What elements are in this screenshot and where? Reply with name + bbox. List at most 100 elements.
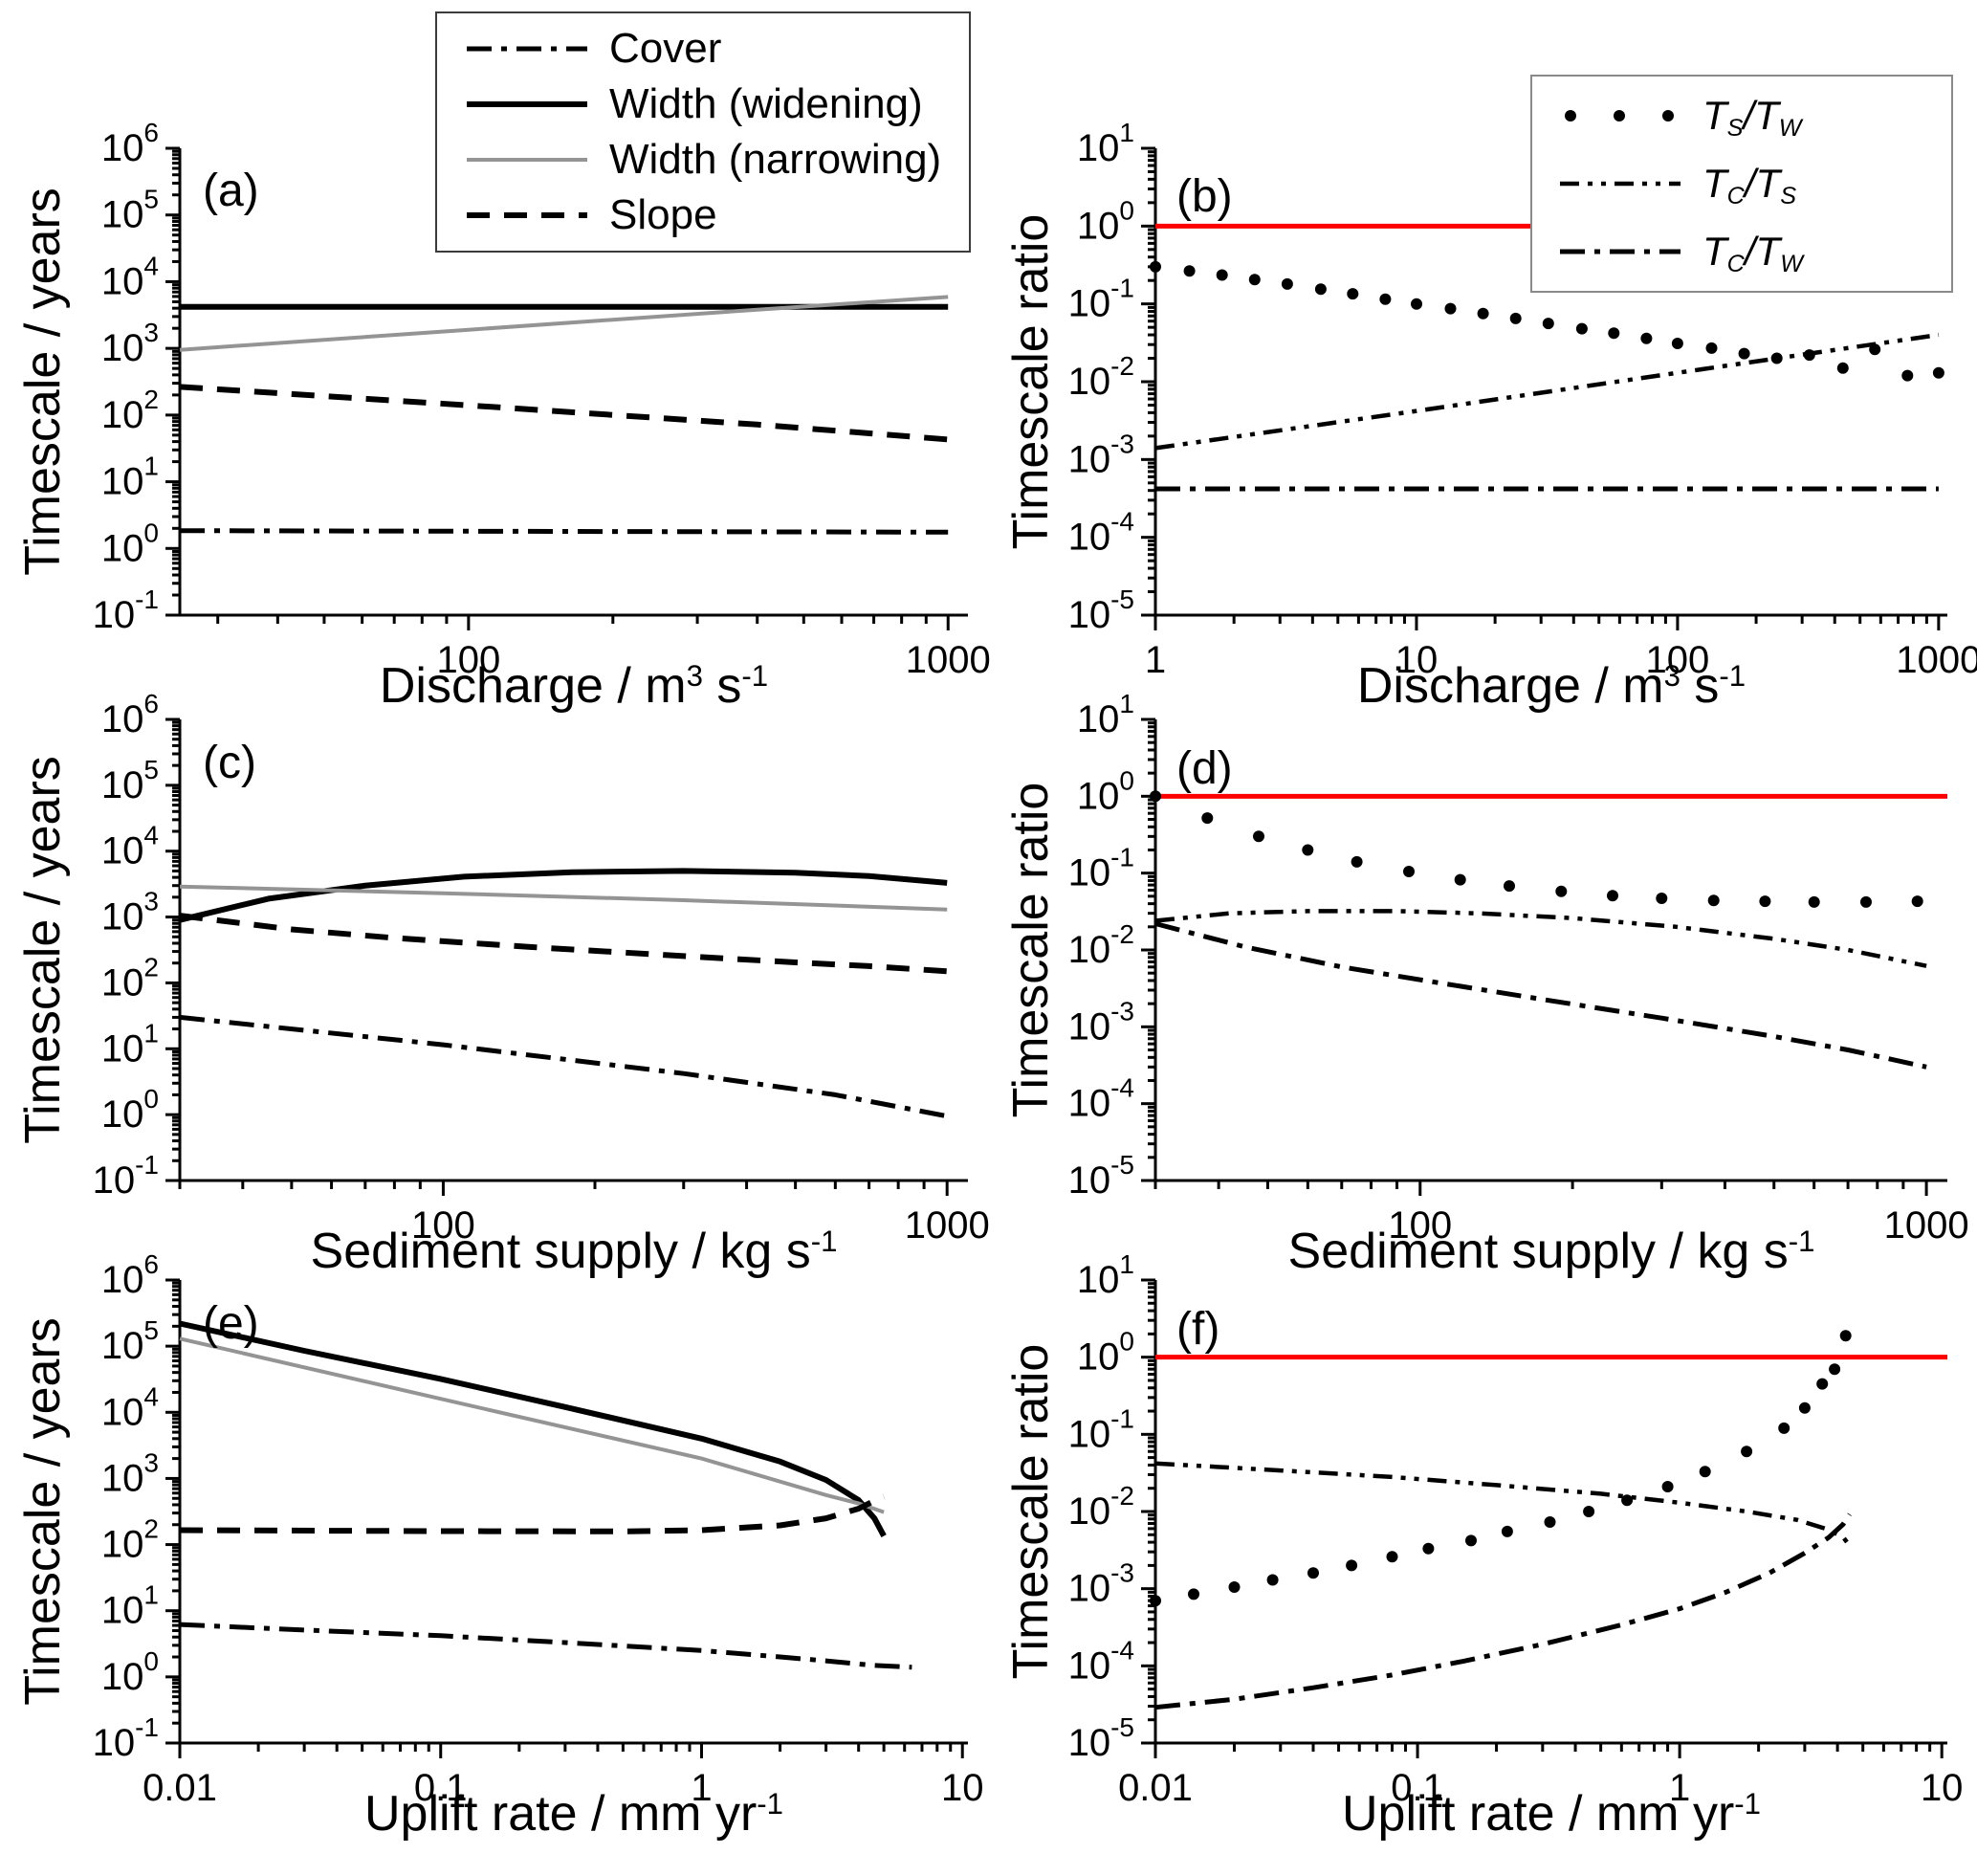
panel-c-series-slope (179, 913, 948, 975)
panel-a-y-tick-label: 100 (101, 518, 159, 569)
legend-label: TC/TS (1702, 161, 1796, 210)
legend-line-sample-dashed-icon (467, 212, 587, 218)
panel-d-series-ts-tw (1150, 790, 1923, 908)
panel-a-y-tick-label: 102 (101, 385, 159, 436)
panel-f-y-tick-label: 10-1 (1068, 1403, 1134, 1455)
panel-c-y-tick-label: 103 (101, 887, 159, 938)
panel-b-series-ts-tw (1150, 260, 1944, 382)
panel-f-y-tick-label: 10-2 (1068, 1481, 1134, 1533)
panel-f-series-tc-tw (1154, 1512, 1852, 1710)
panel-e-series-cover (179, 1622, 912, 1670)
x-axis-title-a: Discharge / m3 s-1 (379, 658, 769, 714)
panel-d-series-tc-tw (1154, 921, 1927, 1070)
panel-f-x-tick-label: 10 (1921, 1767, 1964, 1809)
panel-c-y-tick-label: 106 (101, 689, 159, 740)
panel-e-y-tick-label: 104 (101, 1381, 159, 1433)
panel-a-y-tick-label: 104 (101, 251, 159, 302)
panel-a-x-tick-label: 100 (436, 639, 500, 681)
legend-label: Cover (609, 25, 722, 72)
panel-c-x-ticks (178, 1181, 949, 1196)
panel-e-x-tick-label: 0.1 (414, 1767, 468, 1809)
panel-e-letter: (e) (203, 1298, 259, 1349)
panel-e-series-width-narrowing (179, 1336, 885, 1514)
panel-a-x-ticks (216, 615, 950, 630)
panel-f-x-tick-label: 0.1 (1391, 1767, 1444, 1809)
legend-timescale-curves: Cover Width (widening) Width (narrowing) Sl… (435, 11, 971, 253)
panel-d-y-tick-label: 101 (1077, 689, 1134, 740)
y-axis-title-c: Timescale / years (15, 756, 71, 1144)
y-axis-title-d: Timescale ratio (1003, 782, 1059, 1118)
panel-e-y-tick-label: 100 (101, 1646, 159, 1698)
x-axis-title-d: Sediment supply / kg s-1 (1287, 1224, 1815, 1279)
panel-a-y-ticks (165, 146, 180, 617)
legend-line-sample-dashdotdot-icon (1560, 181, 1680, 187)
panel-e-y-tick-label: 101 (101, 1580, 159, 1632)
panel-a-y-tick-label: 105 (101, 185, 159, 236)
panel-c-letter: (c) (203, 738, 256, 788)
panel-f-y-tick-label: 10-4 (1068, 1635, 1134, 1687)
legend-timescale-item-width-widening: Width (widening) (464, 77, 969, 132)
legend-timescale-item-slope: Slope (464, 188, 969, 243)
panel-b-x-tick-label: 1 (1145, 639, 1166, 681)
panel-f-y-ticks (1141, 1278, 1155, 1745)
panel-b-letter: (b) (1176, 171, 1233, 222)
panel-b-x-tick-label: 100 (1646, 639, 1710, 681)
panel-a-y-tick-label: 103 (101, 318, 159, 369)
x-axis-title-e: Uplift rate / mm yr-1 (364, 1786, 783, 1842)
panel-d-y-tick-label: 100 (1077, 765, 1134, 817)
panel-d-x-tick-label: 1000 (1884, 1204, 1969, 1247)
panel-b-y-tick-label: 100 (1077, 195, 1134, 247)
legend-line-sample-dots-icon (1565, 110, 1674, 122)
x-axis-title-b: Discharge / m3 s-1 (1356, 658, 1746, 714)
legend-ratio-item-tc-tw: TC/TW (1557, 217, 1951, 285)
y-axis-title-f: Timescale ratio (1003, 1343, 1059, 1680)
panel-d-y-tick-label: 10-4 (1068, 1073, 1134, 1125)
panel-b-y-tick-label: 10-2 (1068, 351, 1134, 403)
panel-e-series-width-widening (179, 1320, 887, 1538)
panel-c-series-cover (179, 1014, 948, 1119)
panel-d-y-tick-label: 10-5 (1068, 1150, 1134, 1202)
panel-e-y-tick-label: 102 (101, 1514, 159, 1566)
panel-c-y-tick-label: 102 (101, 952, 159, 1004)
panel-d-y-tick-label: 10-2 (1068, 919, 1134, 971)
panel-a-series-cover (179, 528, 949, 535)
panel-c-y-tick-label: 100 (101, 1084, 159, 1136)
panel-c-y-tick-label: 10-1 (93, 1150, 159, 1202)
legend-ratio-item-tc-ts: TC/TS (1557, 150, 1951, 218)
panel-b-y-ticks (1141, 146, 1155, 617)
panel-d-x-tick-label: 100 (1388, 1204, 1452, 1247)
panel-b-x-ticks (1153, 615, 1941, 630)
panel-d-series-tc-ts (1154, 909, 1927, 968)
legend-ratio-curves: TS/TW TC/TS TC/TW (1530, 75, 1953, 293)
panel-b-y-tick-label: 10-1 (1068, 274, 1134, 325)
panel-b-y-tick-label: 101 (1077, 118, 1134, 169)
panel-c: 100 1000 10-1 100 101 102 103 104 105 106 (93, 689, 990, 1247)
panel-e-series-slope (179, 1493, 886, 1534)
panel-b: 1 10 100 1000 10-5 10-4 10-3 10-2 10-1 100 101 (1068, 118, 1977, 681)
panel-e-x-tick-label: 10 (941, 1767, 984, 1809)
panel-f-x-tick-label: 0.01 (1118, 1767, 1193, 1809)
panel-d-y-tick-label: 10-3 (1068, 996, 1134, 1048)
panel-f-letter: (f) (1176, 1304, 1220, 1355)
y-axis-title-e: Timescale / years (15, 1317, 71, 1706)
panel-b-x-tick-label: 10 (1395, 639, 1439, 681)
legend-line-sample-dashdot-icon (1560, 249, 1680, 254)
panel-c-series-width-narrowing (179, 884, 948, 912)
x-axis-title-c: Sediment supply / kg s-1 (310, 1224, 838, 1279)
panel-e-y-tick-label: 103 (101, 1447, 159, 1499)
panel-a-series-width-narrowing (179, 295, 949, 352)
panel-f-x-tick-label: 1 (1669, 1767, 1690, 1809)
legend-timescale-item-cover: Cover (464, 21, 969, 77)
panel-d-y-tick-label: 10-1 (1068, 843, 1134, 894)
panel-c-y-tick-label: 104 (101, 821, 159, 872)
panel-d: 100 1000 10-5 10-4 10-3 10-2 10-1 100 101 (1068, 689, 1969, 1247)
panel-a-series-slope (179, 384, 949, 443)
legend-label: TS/TW (1702, 93, 1802, 143)
panel-f-series-ts-tw (1150, 1330, 1852, 1607)
legend-label: Slope (609, 191, 717, 238)
panel-a-y-tick-label: 101 (101, 452, 159, 503)
panel-b-y-tick-label: 10-4 (1068, 507, 1134, 559)
legend-line-sample-solid_black-icon (467, 101, 587, 107)
panel-c-x-tick-label: 1000 (905, 1204, 990, 1247)
